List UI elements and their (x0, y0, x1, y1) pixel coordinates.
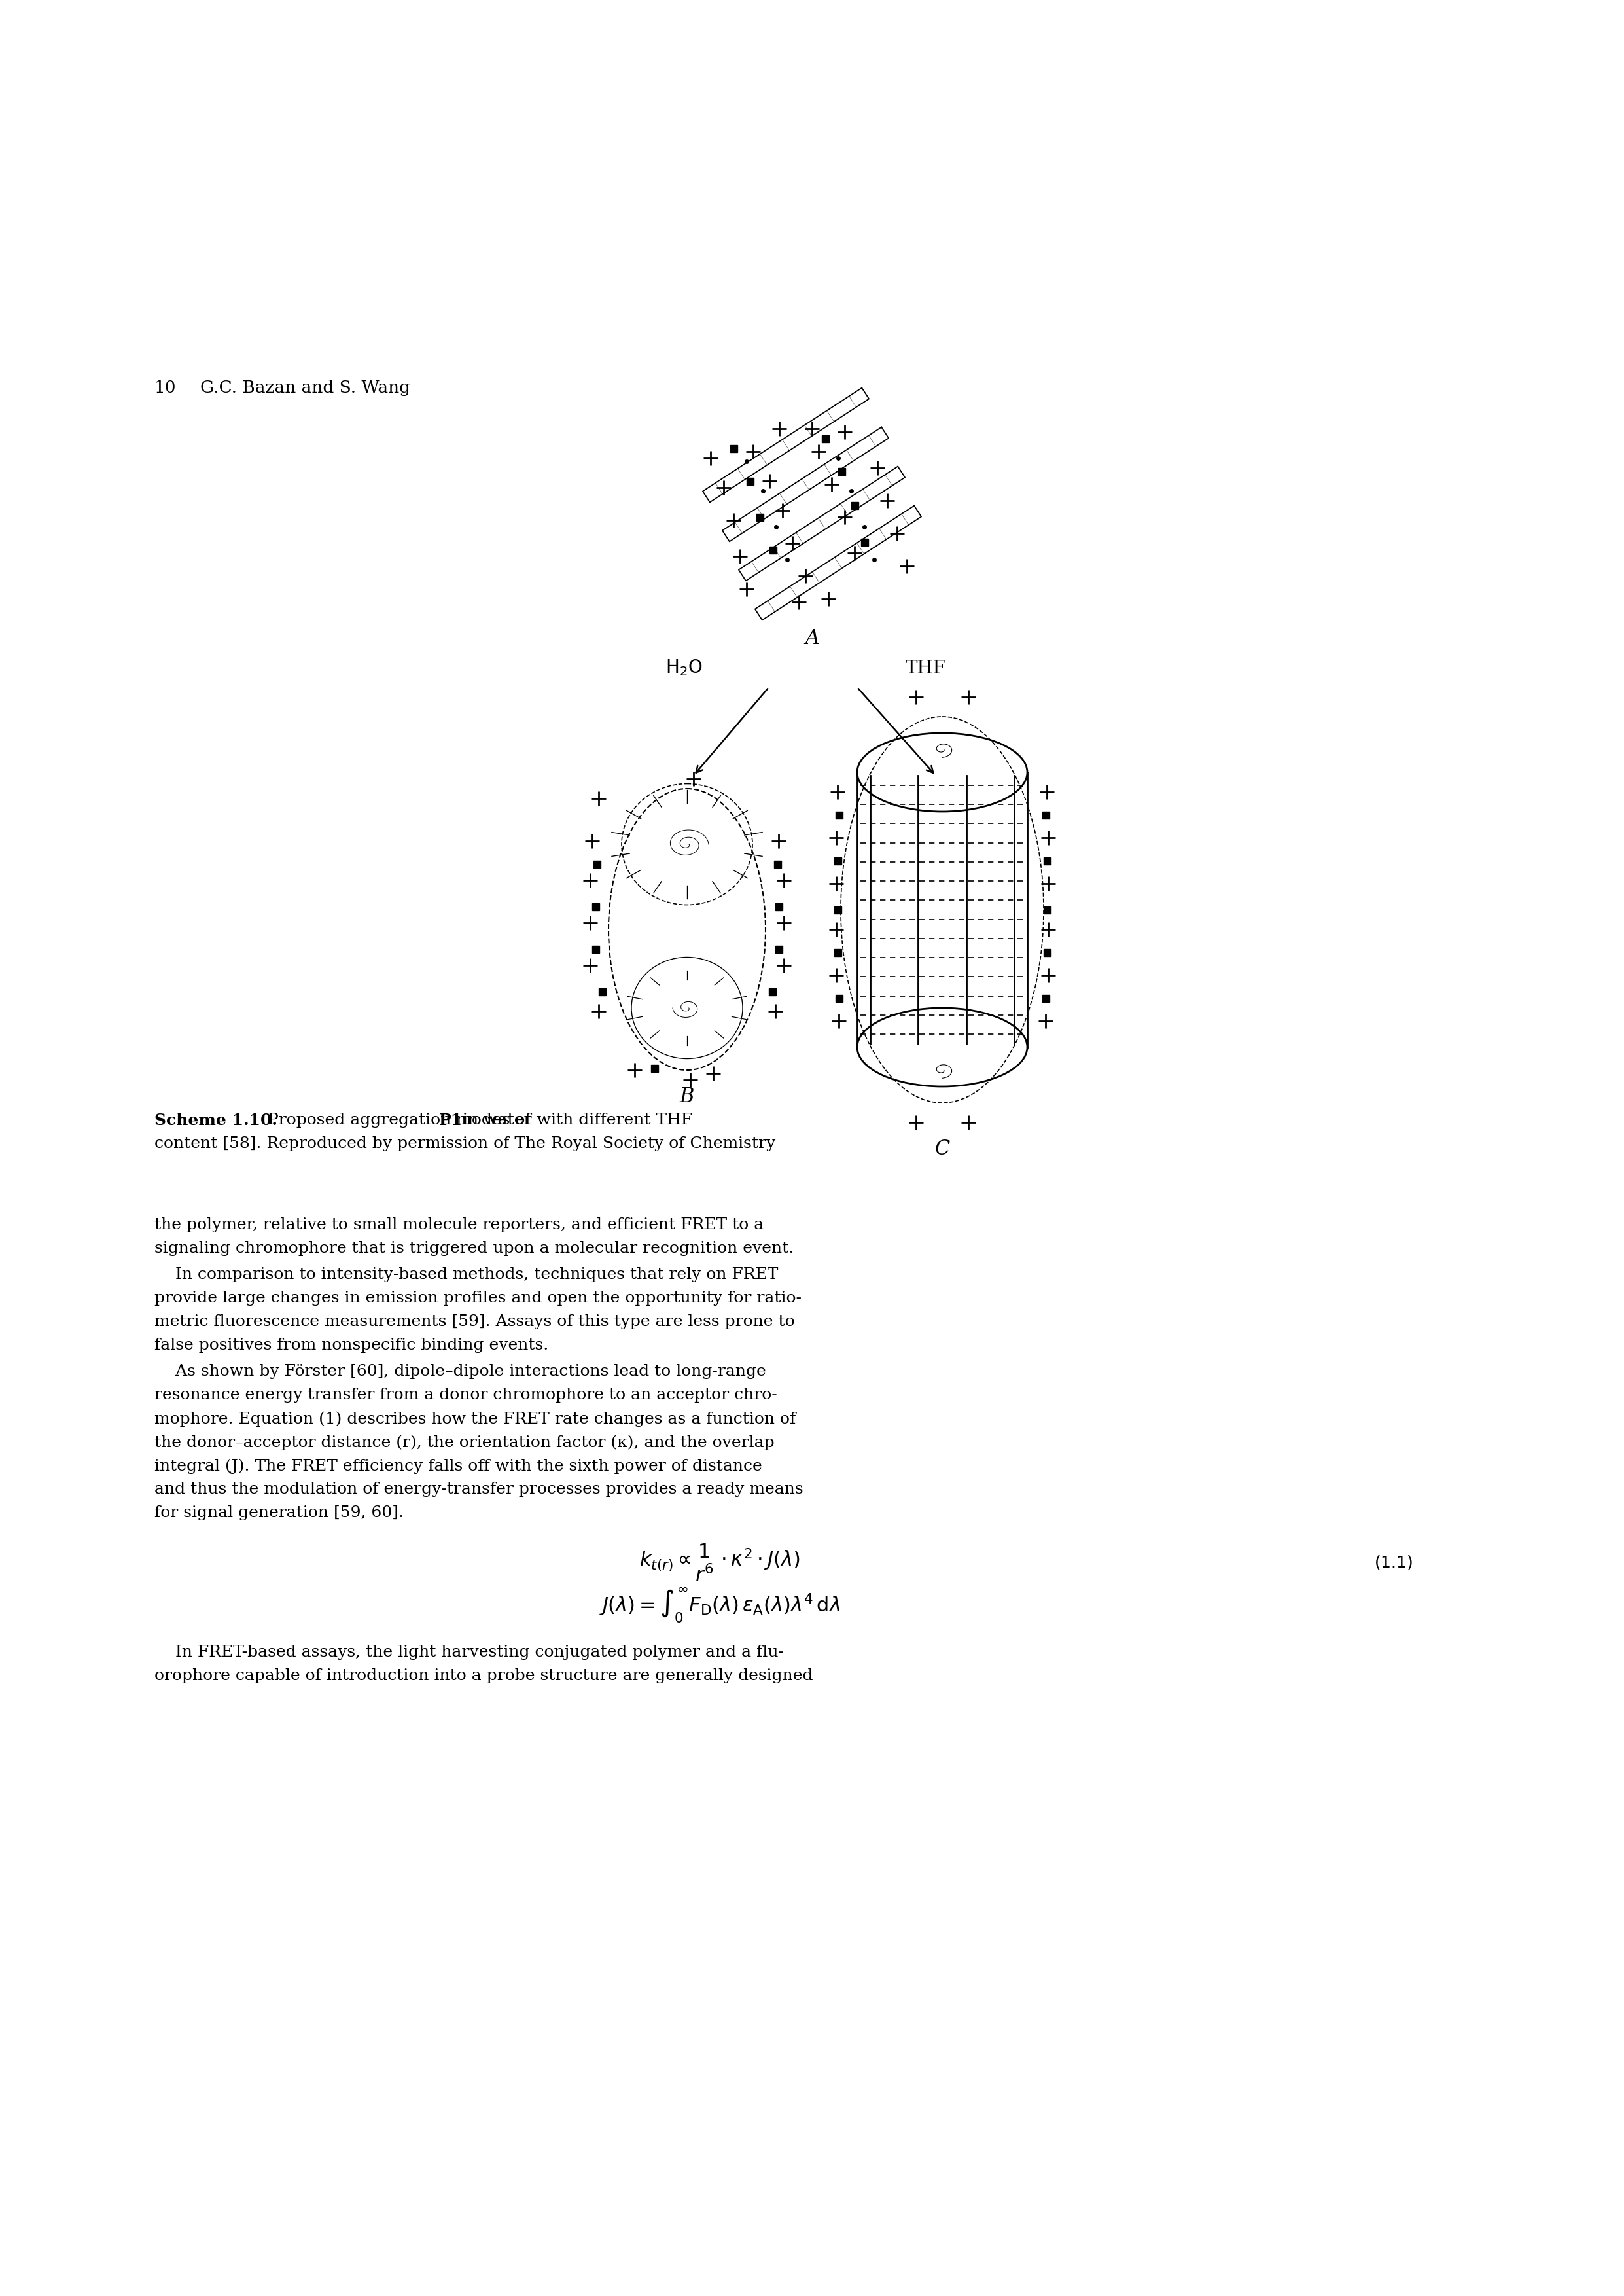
Text: As shown by Förster [60], dipole–dipole interactions lead to long-range: As shown by Förster [60], dipole–dipole … (154, 1364, 767, 1380)
Text: C: C (934, 1139, 950, 1159)
Text: content [58]. Reproduced by permission of The Royal Society of Chemistry: content [58]. Reproduced by permission o… (154, 1137, 776, 1150)
Text: In FRET-based assays, the light harvesting conjugated polymer and a flu-: In FRET-based assays, the light harvesti… (154, 1644, 784, 1660)
Bar (822, 434, 828, 443)
Bar (1043, 994, 1049, 1001)
Text: mophore. Equation (1) describes how the FRET rate changes as a function of: mophore. Equation (1) describes how the … (154, 1412, 796, 1426)
Bar (835, 810, 843, 817)
Text: Proposed aggregation modes of: Proposed aggregation modes of (263, 1114, 536, 1127)
Bar (651, 1065, 658, 1072)
Bar (757, 514, 763, 521)
Text: $\mathrm{H_2O}$: $\mathrm{H_2O}$ (666, 659, 702, 677)
Text: and thus the modulation of energy-transfer processes provides a ready means: and thus the modulation of energy-transf… (154, 1481, 804, 1497)
Text: $J(\lambda) = \int_0^{\infty} F_\mathrm{D}(\lambda)\, \varepsilon_\mathrm{A}(\la: $J(\lambda) = \int_0^{\infty} F_\mathrm{… (599, 1587, 841, 1626)
Bar (835, 994, 843, 1001)
Text: $k_{t(r)} \propto \dfrac{1}{r^6} \cdot \kappa^2 \cdot J(\lambda)$: $k_{t(r)} \propto \dfrac{1}{r^6} \cdot \… (640, 1543, 801, 1584)
Text: THF: THF (906, 659, 947, 677)
Bar (593, 861, 601, 868)
Text: signaling chromophore that is triggered upon a molecular recognition event.: signaling chromophore that is triggered … (154, 1240, 794, 1256)
Text: B: B (680, 1086, 695, 1107)
Bar (861, 537, 867, 546)
Bar (775, 902, 783, 909)
Text: resonance energy transfer from a donor chromophore to an acceptor chro-: resonance energy transfer from a donor c… (154, 1387, 778, 1403)
Text: in water with different THF: in water with different THF (458, 1114, 692, 1127)
Bar (1043, 907, 1051, 914)
Bar (598, 987, 606, 994)
Bar (1043, 856, 1051, 863)
Bar (773, 861, 781, 868)
Text: for signal generation [59, 60].: for signal generation [59, 60]. (154, 1506, 404, 1520)
Text: In comparison to intensity-based methods, techniques that rely on FRET: In comparison to intensity-based methods… (154, 1267, 778, 1281)
Text: Scheme 1.10.: Scheme 1.10. (154, 1114, 278, 1127)
Bar (833, 948, 841, 955)
Text: provide large changes in emission profiles and open the opportunity for ratio-: provide large changes in emission profil… (154, 1290, 802, 1306)
Text: $(1.1)$: $(1.1)$ (1374, 1554, 1413, 1570)
Bar (591, 902, 599, 909)
Text: G.C. Bazan and S. Wang: G.C. Bazan and S. Wang (200, 379, 411, 395)
Text: A: A (806, 629, 818, 647)
Bar (770, 546, 776, 553)
Bar (729, 445, 737, 452)
Bar (1043, 810, 1049, 817)
Bar (833, 907, 841, 914)
Bar (775, 946, 783, 953)
Text: metric fluorescence measurements [59]. Assays of this type are less prone to: metric fluorescence measurements [59]. A… (154, 1313, 794, 1329)
Text: 10: 10 (154, 379, 177, 395)
Text: false positives from nonspecific binding events.: false positives from nonspecific binding… (154, 1339, 549, 1352)
Bar (838, 468, 844, 475)
Bar (768, 987, 776, 994)
Text: P1: P1 (438, 1114, 463, 1127)
Text: orophore capable of introduction into a probe structure are generally designed: orophore capable of introduction into a … (154, 1669, 814, 1683)
Bar (591, 946, 599, 953)
Bar (1043, 948, 1051, 955)
Text: integral (J). The FRET efficiency falls off with the sixth power of distance: integral (J). The FRET efficiency falls … (154, 1458, 762, 1474)
Bar (747, 478, 754, 484)
Text: the polymer, relative to small molecule reporters, and efficient FRET to a: the polymer, relative to small molecule … (154, 1217, 763, 1233)
Bar (851, 503, 857, 510)
Bar (833, 856, 841, 863)
Text: the donor–acceptor distance (r), the orientation factor (κ), and the overlap: the donor–acceptor distance (r), the ori… (154, 1435, 775, 1451)
